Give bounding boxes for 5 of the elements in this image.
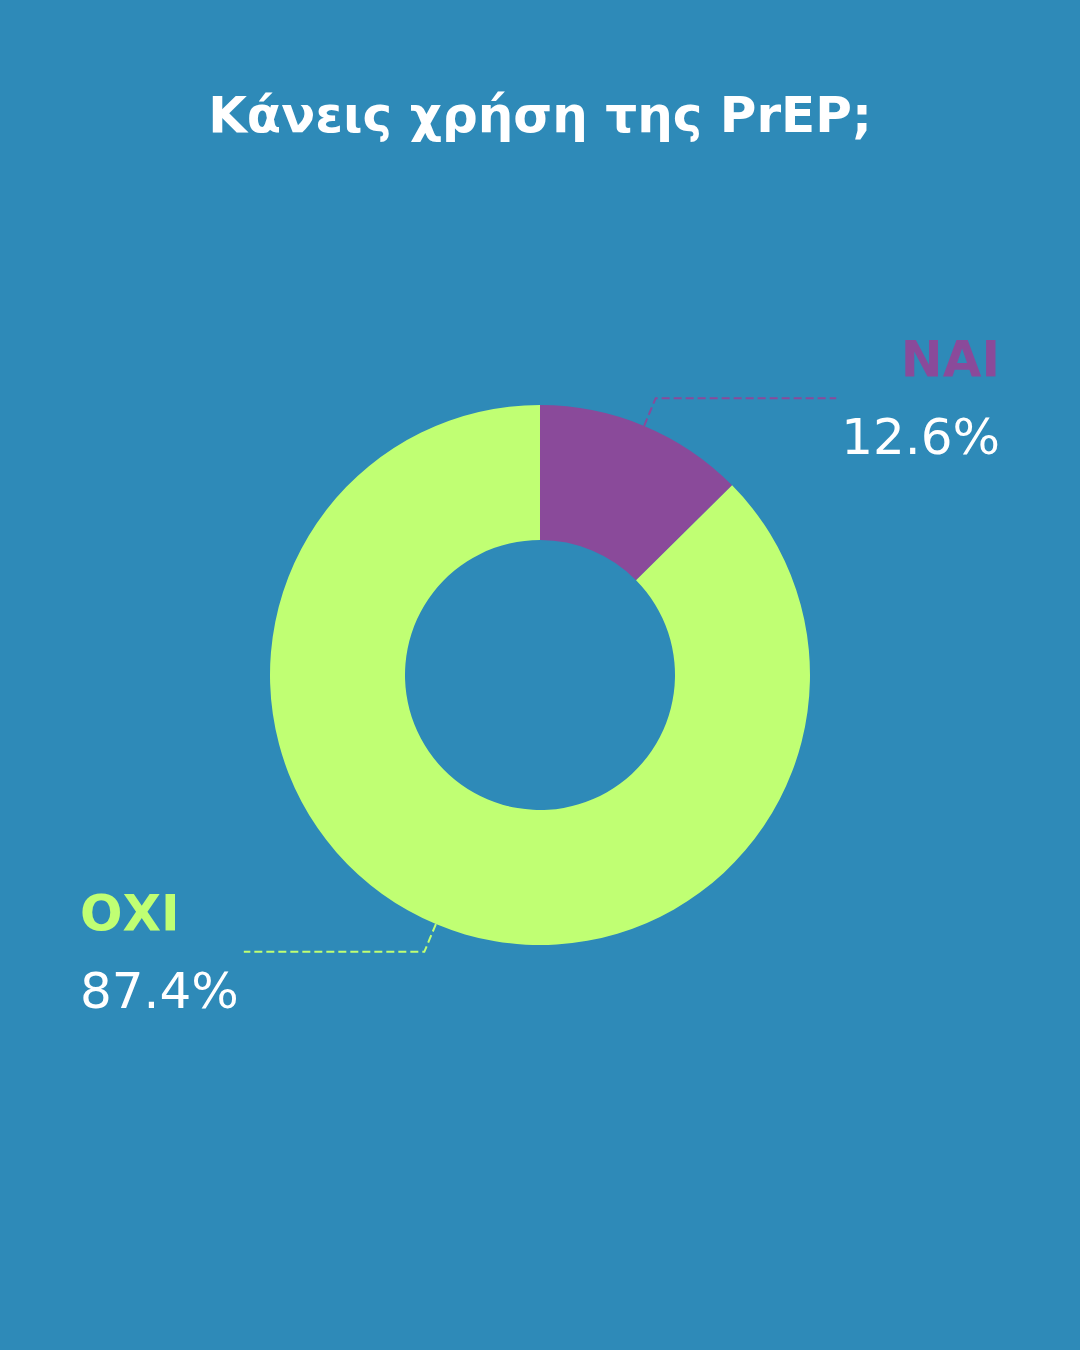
data-label: 12.6% [841, 408, 1000, 467]
slice-label: ΟΧΙ [80, 883, 180, 942]
chart-title: Κάνεις χρήση της PrEP; [208, 86, 872, 144]
data-label: 87.4% [80, 961, 239, 1020]
slice-label: ΝΑΙ [900, 330, 1000, 389]
